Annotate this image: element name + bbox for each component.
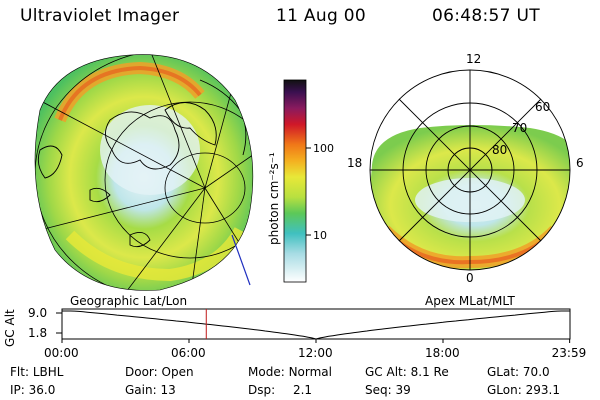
geo-coastlines <box>37 79 247 248</box>
apex-mlat-80: 80 <box>492 143 507 157</box>
flt-label: Flt: <box>10 365 29 379</box>
timeline-ytick-9: 9.0 <box>28 306 47 320</box>
timeline-xtick-label: 12:00 <box>298 346 333 360</box>
colorbar-gradient <box>283 79 307 283</box>
timeline-xtick-label: 00:00 <box>44 346 79 360</box>
door-label: Door: <box>125 365 158 379</box>
apex-mlat-60: 60 <box>535 100 550 114</box>
geo-terminator-line <box>231 234 251 286</box>
mode-label: Mode: <box>248 365 285 379</box>
apex-panel-label: Apex MLat/MLT <box>425 294 515 308</box>
geo-panel-label: Geographic Lat/Lon <box>70 294 188 308</box>
dsp-label: Dsp: <box>248 383 276 397</box>
apex-grid <box>369 69 571 271</box>
apex-mlt-0: 0 <box>466 271 474 285</box>
mode-value: Normal <box>288 365 332 379</box>
colorbar: 100 10 photon cm⁻²s⁻¹ <box>267 79 334 283</box>
gain-label: Gain: <box>125 383 157 397</box>
gcalt-label: GC Alt: <box>365 365 407 379</box>
colorbar-unit-label: photon cm⁻²s⁻¹ <box>267 152 281 245</box>
glat-label: GLat: <box>487 365 520 379</box>
colorbar-tick-10: 10 <box>313 229 327 242</box>
timeline-xtick-label: 06:00 <box>171 346 206 360</box>
flt-value: LBHL <box>32 365 64 379</box>
apex-mlt-18: 18 <box>347 156 362 170</box>
apex-mlt-6: 6 <box>576 156 584 170</box>
timeline-axis-label: GC Alt <box>3 309 17 347</box>
glon-label: GLon: <box>487 383 522 397</box>
apex-mlat-70: 70 <box>512 121 527 135</box>
glat-value: 70.0 <box>522 365 550 379</box>
seq-label: Seq: <box>365 383 392 397</box>
header-date: 11 Aug 00 <box>276 6 366 26</box>
colorbar-tick-100: 100 <box>313 142 334 155</box>
orbit-timeline: GC Alt 9.0 1.8 00:00 06:00 12:00 18:00 23:59 <box>3 306 587 360</box>
seq-value: 39 <box>395 383 411 397</box>
timeline-ytick-1-8: 1.8 <box>28 326 47 340</box>
header-time: 06:48:57 UT <box>432 6 540 26</box>
apex-panel: 12 18 6 0 60 70 80 <box>347 52 584 285</box>
apex-mlt-12: 12 <box>466 52 481 66</box>
timeline-xtick-label: 18:00 <box>425 346 460 360</box>
gcalt-value: 8.1 Re <box>410 365 449 379</box>
ip-label: IP: <box>10 383 25 397</box>
ip-value: 36.0 <box>28 383 56 397</box>
door-value: Open <box>161 365 194 379</box>
instrument-title: Ultraviolet Imager <box>20 6 180 26</box>
gain-value: 13 <box>160 383 176 397</box>
altitude-curve <box>62 310 570 340</box>
timeline-xtick-label: 23:59 <box>552 346 587 360</box>
dsp-value: 2.1 <box>292 383 313 397</box>
timeline-frame <box>61 308 571 340</box>
glon-value: 293.1 <box>525 383 560 397</box>
geographic-panel <box>34 54 254 291</box>
imager-canvas: 100 10 photon cm⁻²s⁻¹ 12 18 6 0 60 70 80 <box>34 52 584 291</box>
